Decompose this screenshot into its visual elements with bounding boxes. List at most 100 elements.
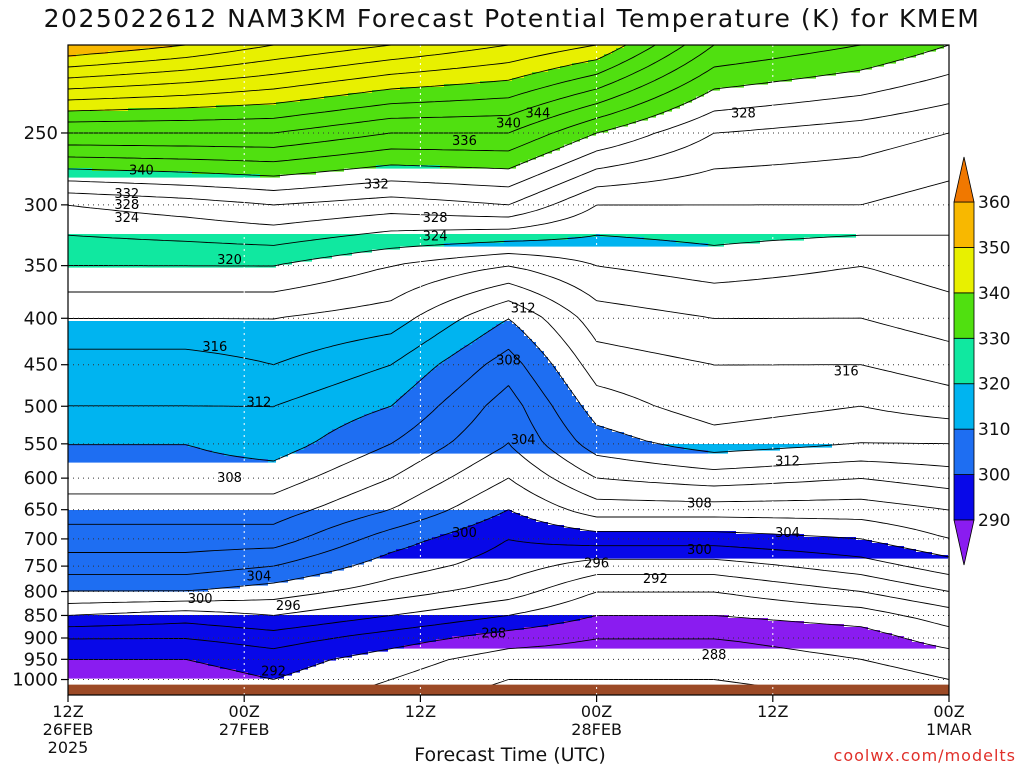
- theta-fill-cell: [476, 339, 532, 343]
- theta-fill-cell: [560, 66, 872, 70]
- theta-fill-cell: [68, 531, 452, 535]
- contour-line-304: [68, 442, 950, 553]
- contour-label: 300: [452, 526, 477, 541]
- grid-lines: [68, 45, 949, 695]
- x-axis-label: Forecast Time (UTC): [414, 744, 606, 766]
- x-tick-label: 12Z: [405, 702, 436, 721]
- theta-fill-cell: [408, 546, 904, 550]
- colorbar-tick-label: 360: [978, 193, 1010, 213]
- theta-fill-cell: [220, 666, 308, 670]
- theta-fill-cell: [68, 102, 276, 106]
- theta-fill-cell: [68, 360, 444, 364]
- theta-fill-cell: [68, 66, 560, 70]
- contour-label: 312: [775, 454, 800, 469]
- theta-fill-cell: [380, 555, 948, 559]
- theta-fill-cell: [68, 120, 636, 124]
- theta-fill-cell: [432, 369, 556, 373]
- theta-fill-cell: [68, 537, 432, 541]
- theta-fill-cell: [68, 108, 128, 112]
- x-tick-label: 12Z: [757, 702, 788, 721]
- theta-fill-cell: [128, 108, 672, 112]
- theta-fill-cell: [68, 441, 316, 445]
- theta-fill-cell: [68, 48, 140, 52]
- theta-fill-cell: [324, 435, 632, 439]
- theta-fill-cell: [68, 126, 616, 130]
- theta-fill-cell: [592, 615, 728, 619]
- theta-fill-cell: [296, 450, 708, 454]
- terrain-fill: [68, 684, 949, 695]
- theta-fill-cell: [348, 93, 704, 97]
- theta-fill-cell: [68, 540, 424, 544]
- x-tick-label: 12Z 26FEB 2025: [43, 702, 94, 757]
- theta-fill-cell: [68, 660, 196, 664]
- theta-fill-cell: [68, 174, 260, 178]
- theta-fill-cell: [412, 387, 568, 391]
- theta-fill-cell: [524, 627, 868, 631]
- contour-line-346: [67, 44, 392, 79]
- theta-fill-cell: [424, 375, 560, 379]
- theta-fill-cell: [68, 663, 208, 667]
- theta-fill-cell: [68, 456, 244, 460]
- theta-fill-cell: [68, 579, 288, 583]
- theta-fill-cell: [68, 642, 420, 646]
- theta-fill-cell: [360, 417, 592, 421]
- contour-label: 328: [114, 198, 139, 213]
- contour-line-332: [67, 44, 861, 163]
- theta-fill-cell: [68, 573, 320, 577]
- contour-line-348: [67, 44, 274, 68]
- theta-fill-cell: [68, 366, 436, 370]
- theta-fill-cell: [324, 96, 696, 100]
- theta-fill-cell: [376, 165, 440, 169]
- contour-label: 292: [643, 572, 668, 587]
- theta-fill-cell: [68, 105, 216, 109]
- theta-fill-cell: [68, 564, 352, 568]
- contour-label: 324: [114, 211, 139, 226]
- theta-fill-cell: [320, 438, 640, 442]
- theta-fill-cell: [396, 549, 916, 553]
- theta-fill-cell: [404, 393, 572, 397]
- theta-fill-cell: [68, 354, 452, 358]
- theta-fill-cell: [68, 165, 376, 169]
- theta-fill-cell: [304, 447, 684, 451]
- y-tick-label: 600: [24, 468, 58, 489]
- theta-fill-cell: [68, 447, 200, 451]
- y-tick-label: 400: [24, 308, 58, 329]
- theta-fill-cell: [68, 327, 492, 331]
- theta-fill-cell: [68, 657, 336, 661]
- theta-fill-cell: [68, 324, 496, 328]
- theta-fill-cell: [468, 525, 564, 529]
- contour-line-298: [67, 539, 950, 604]
- theta-fill-cell: [68, 345, 464, 349]
- theta-fill-cell: [188, 444, 308, 448]
- contour-line-290: [68, 614, 950, 680]
- theta-fill-cell: [332, 429, 612, 433]
- theta-fill-cell: [236, 669, 300, 673]
- theta-fill-cell: [644, 237, 804, 241]
- theta-fill-cell: [68, 147, 560, 151]
- contour-line-344: [67, 44, 509, 90]
- theta-fill-cell: [68, 237, 568, 241]
- theta-fill-cell: [424, 540, 872, 544]
- theta-fill-cell: [68, 423, 344, 427]
- theta-fill-cell: [68, 93, 348, 97]
- y-tick-label: 550: [24, 434, 58, 455]
- theta-fill-cell: [68, 132, 596, 136]
- contour-label: 296: [584, 556, 609, 571]
- theta-fill-cell: [260, 675, 284, 679]
- theta-fill-cell: [68, 552, 388, 556]
- theta-fill-cell: [68, 390, 408, 394]
- contour-label: 332: [364, 178, 389, 193]
- axes: 2503003504004505005506006507007508008509…: [12, 44, 972, 757]
- theta-fill-cell: [664, 444, 832, 448]
- x-tick-label: 00Z 28FEB: [571, 702, 622, 739]
- theta-fill-cell: [68, 438, 320, 442]
- theta-fill-cell: [68, 162, 520, 166]
- theta-fill-cell: [68, 522, 476, 526]
- y-tick-label: 800: [24, 582, 58, 603]
- theta-fill-cell: [68, 258, 312, 262]
- colorbar-tick-label: 300: [978, 466, 1010, 486]
- theta-fill-cell: [388, 552, 932, 556]
- colorbar-segment: [953, 247, 975, 294]
- theta-fill-cell: [68, 96, 324, 100]
